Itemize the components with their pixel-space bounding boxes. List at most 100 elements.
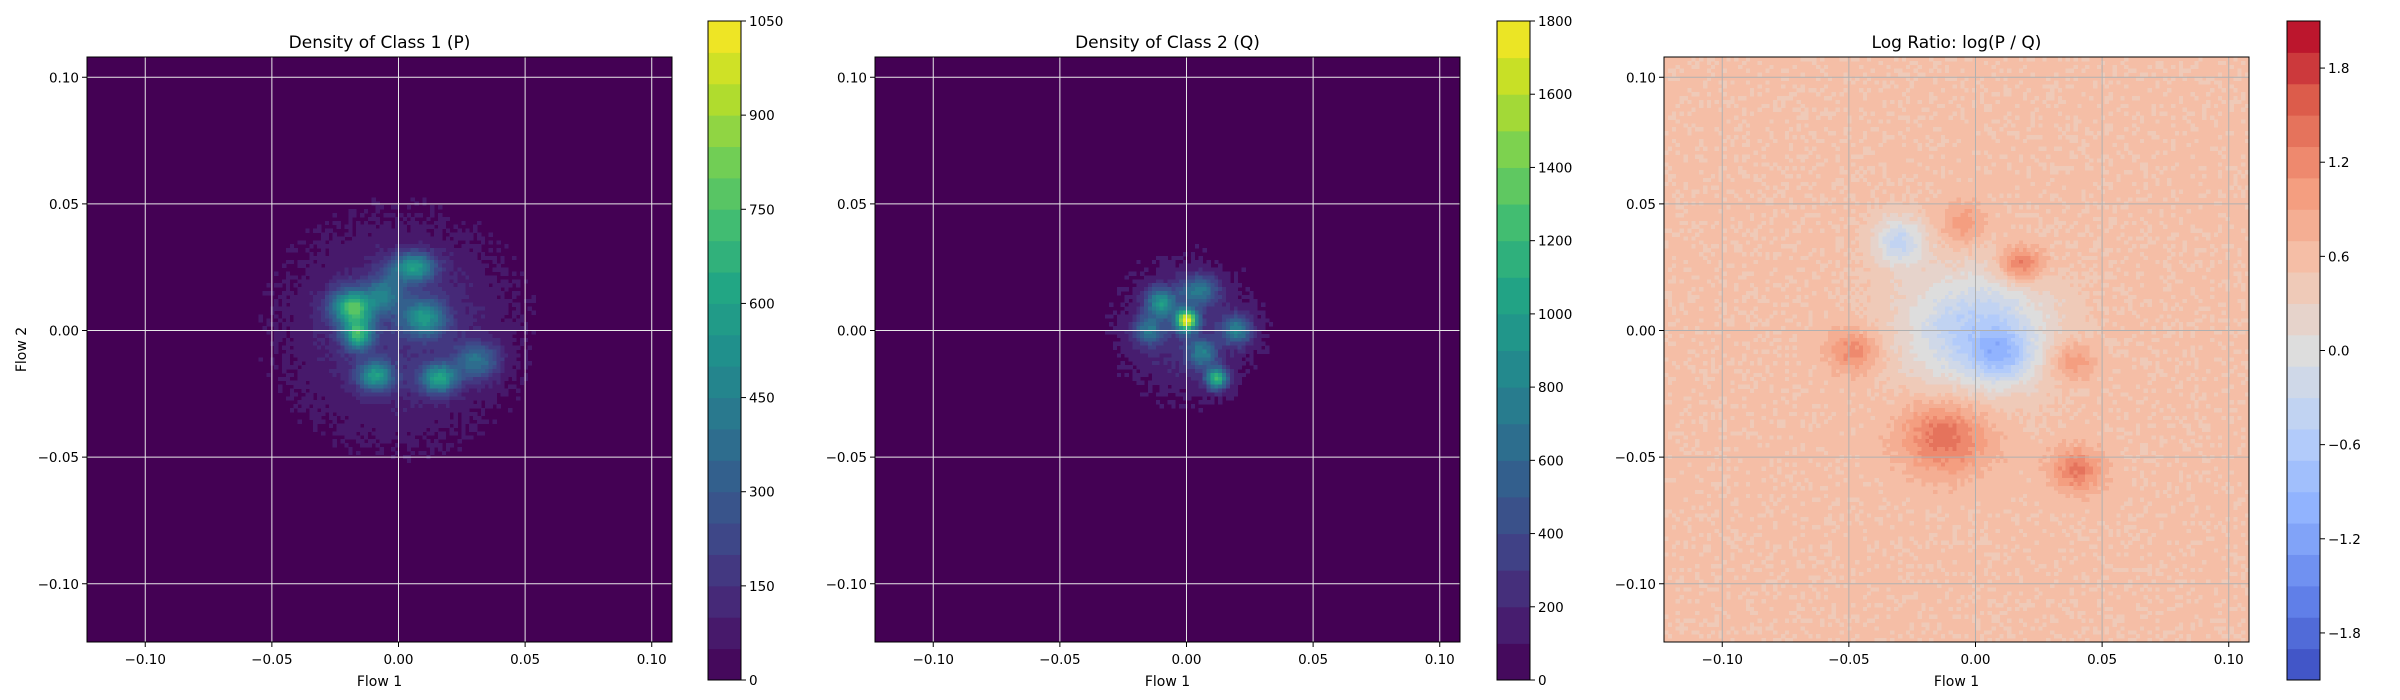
density-cell xyxy=(1175,314,1180,319)
density-cell xyxy=(1171,376,1176,382)
density-cell xyxy=(1124,345,1129,350)
density-cell xyxy=(1695,127,1700,132)
density-cell xyxy=(434,380,439,385)
density-cell xyxy=(332,365,337,370)
colorbar-tick-label: 150 xyxy=(749,579,775,595)
density-cell xyxy=(406,388,412,393)
density-cell xyxy=(441,275,447,280)
density-cell xyxy=(332,306,337,311)
density-cell xyxy=(1163,341,1168,346)
density-cell xyxy=(449,232,454,237)
density-cell xyxy=(328,365,334,370)
density-cell xyxy=(321,408,326,413)
density-cell xyxy=(2221,154,2226,159)
density-cell xyxy=(441,267,447,272)
density-cell xyxy=(1233,369,1239,374)
density-cell xyxy=(297,326,302,331)
density-cell xyxy=(317,224,322,229)
density-cell xyxy=(1144,357,1149,362)
density-cell xyxy=(1148,361,1153,366)
density-cell xyxy=(406,287,412,292)
density-cell xyxy=(426,345,431,350)
density-cell xyxy=(1151,376,1157,382)
density-cell xyxy=(414,333,419,339)
density-cell xyxy=(410,228,415,233)
density-cell xyxy=(285,279,291,284)
density-cell xyxy=(367,384,373,389)
density-cell xyxy=(430,310,435,315)
density-cell xyxy=(321,302,326,307)
density-cell xyxy=(434,283,439,288)
density-cell xyxy=(1183,330,1188,335)
density-cell xyxy=(2096,158,2102,163)
density-cell xyxy=(1151,298,1157,304)
density-cell xyxy=(438,443,443,448)
density-cell xyxy=(406,279,412,284)
density-cell xyxy=(465,263,470,268)
density-cell xyxy=(438,294,443,300)
density-cell xyxy=(418,236,423,241)
density-cell xyxy=(445,415,451,421)
density-cell xyxy=(1226,302,1231,307)
density-cell xyxy=(2042,99,2047,105)
colorbar-level xyxy=(1497,387,1530,425)
density-cell xyxy=(332,287,337,292)
density-cell xyxy=(391,240,396,245)
density-cell xyxy=(1140,380,1145,385)
density-cell xyxy=(1882,99,1887,105)
density-cell xyxy=(406,458,412,463)
density-cell xyxy=(1155,275,1161,280)
density-cell xyxy=(367,337,373,343)
density-cell xyxy=(477,400,482,405)
density-cell xyxy=(391,341,396,346)
density-cell xyxy=(1226,287,1231,292)
density-cell xyxy=(449,443,454,448)
density-cell xyxy=(402,314,408,319)
density-cell xyxy=(480,369,486,374)
density-cell xyxy=(1229,333,1235,339)
density-cell xyxy=(480,263,486,268)
density-cell xyxy=(473,357,478,362)
density-cell xyxy=(496,353,501,358)
density-cell xyxy=(1206,271,1211,276)
density-cell xyxy=(285,248,291,253)
density-cell xyxy=(332,298,337,304)
density-cell xyxy=(395,427,400,432)
density-cell xyxy=(2054,84,2059,89)
density-cell xyxy=(461,236,466,241)
density-cell xyxy=(1781,76,1786,81)
density-cell xyxy=(332,404,337,409)
density-cell xyxy=(484,298,490,304)
density-cell xyxy=(340,431,345,436)
density-cell xyxy=(387,248,392,253)
density-cell xyxy=(477,365,482,370)
density-cell xyxy=(1187,263,1192,268)
density-cell xyxy=(1929,138,1934,144)
density-cell xyxy=(1218,372,1223,378)
density-cell xyxy=(391,388,396,393)
density-cell xyxy=(356,439,361,444)
density-cell xyxy=(293,380,298,385)
density-cell xyxy=(2233,57,2238,62)
density-cell xyxy=(1124,353,1129,358)
density-cell xyxy=(375,232,380,237)
density-cell xyxy=(1699,99,1704,105)
density-cell xyxy=(406,427,412,432)
density-cell xyxy=(313,357,318,362)
density-cell xyxy=(2065,123,2070,128)
density-cell xyxy=(1749,88,1755,93)
density-cell xyxy=(410,252,415,257)
density-cell xyxy=(402,267,408,272)
density-cell xyxy=(1194,353,1200,358)
density-field xyxy=(1105,244,1274,413)
density-cell xyxy=(1202,384,1207,389)
density-cell xyxy=(410,392,415,397)
density-cell xyxy=(1738,127,1743,132)
density-cell xyxy=(344,435,349,440)
density-cell xyxy=(445,287,451,292)
density-cell xyxy=(1144,287,1149,292)
density-cell xyxy=(2073,138,2078,144)
density-cell xyxy=(1229,349,1235,354)
density-cell xyxy=(348,228,353,233)
